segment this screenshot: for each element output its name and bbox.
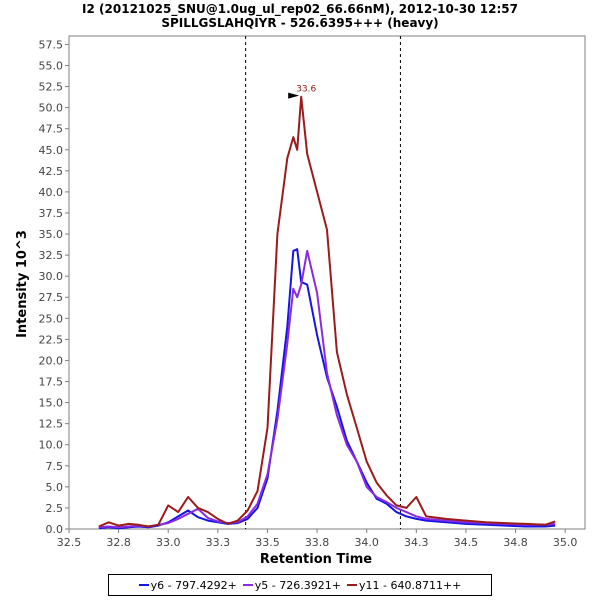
- legend-label-y6: y6 - 797.4292+: [150, 578, 237, 592]
- y-tick-label: 35.0: [39, 228, 64, 241]
- x-tick-label: 33.8: [305, 536, 330, 549]
- x-tick-label: 34.3: [404, 536, 429, 549]
- x-tick-label: 34.8: [503, 536, 528, 549]
- y-tick-label: 20.0: [39, 354, 64, 367]
- y-tick-label: 30.0: [39, 270, 64, 283]
- y-tick-label: 37.5: [39, 207, 64, 220]
- legend-swatch-y6: [138, 584, 149, 586]
- y-tick-label: 40.0: [39, 186, 64, 199]
- x-tick-label: 33.3: [206, 536, 231, 549]
- x-tick-label: 35.0: [553, 536, 578, 549]
- y-tick-label: 25.0: [39, 312, 64, 325]
- y-tick-label: 2.5: [46, 502, 64, 515]
- y-tick-label: 22.5: [39, 333, 64, 346]
- y-tick-label: 57.5: [39, 38, 64, 51]
- legend-swatch-y5: [242, 584, 253, 586]
- x-axis-label: Retention Time: [260, 552, 372, 567]
- y-tick-label: 17.5: [39, 376, 64, 389]
- y-tick-label: 0.0: [46, 523, 64, 536]
- y-tick-label: 7.5: [46, 460, 64, 473]
- x-tick-label: 33.5: [255, 536, 280, 549]
- peak-annotation-label: 33.6: [296, 85, 316, 95]
- y-tick-label: 15.0: [39, 397, 64, 410]
- plot-frame: [68, 35, 586, 530]
- y-tick-label: 47.5: [39, 123, 64, 136]
- legend-label-y5: y5 - 726.3921+: [254, 578, 341, 592]
- legend-item-y5: y5 - 726.3921+: [242, 578, 341, 592]
- chart-title: I2 (20121025_SNU@1.0ug_ul_rep02_66.66nM)…: [82, 2, 518, 17]
- x-tick-label: 32.5: [57, 536, 82, 549]
- legend-swatch-y11: [346, 584, 357, 586]
- x-tick-label: 34.5: [454, 536, 479, 549]
- y-tick-label: 42.5: [39, 165, 64, 178]
- y-tick-label: 55.0: [39, 59, 64, 72]
- legend-label-y11: y11 - 640.8711++: [358, 578, 462, 592]
- y-tick-label: 50.0: [39, 102, 64, 115]
- legend-item-y6: y6 - 797.4292+: [138, 578, 237, 592]
- x-tick-label: 33.0: [156, 536, 181, 549]
- y-tick-label: 45.0: [39, 144, 64, 157]
- legend-item-y11: y11 - 640.8711++: [346, 578, 462, 592]
- chart-subtitle: SPILLGSLAHQIYR - 526.6395+++ (heavy): [161, 16, 438, 30]
- y-tick-label: 5.0: [46, 481, 64, 494]
- x-tick-label: 32.8: [106, 536, 131, 549]
- y-tick-label: 52.5: [39, 81, 64, 94]
- series-line-y11: [98, 95, 556, 528]
- y-tick-label: 27.5: [39, 291, 64, 304]
- series-line-y5: [98, 249, 556, 529]
- chart-legend: y6 - 797.4292+ y5 - 726.3921+ y11 - 640.…: [108, 574, 492, 596]
- y-tick-label: 10.0: [39, 439, 64, 452]
- y-axis-label: Intensity 10^3: [15, 230, 30, 338]
- y-tick-label: 32.5: [39, 249, 64, 262]
- y-tick-label: 12.5: [39, 418, 64, 431]
- plot-area: 0.0 2.5 5.0 7.5 10.0 12.5 15.0 17.5 20.0 22.5 25.0…: [39, 35, 586, 549]
- peak-marker-icon: [288, 92, 300, 99]
- x-tick-label: 34.0: [354, 536, 379, 549]
